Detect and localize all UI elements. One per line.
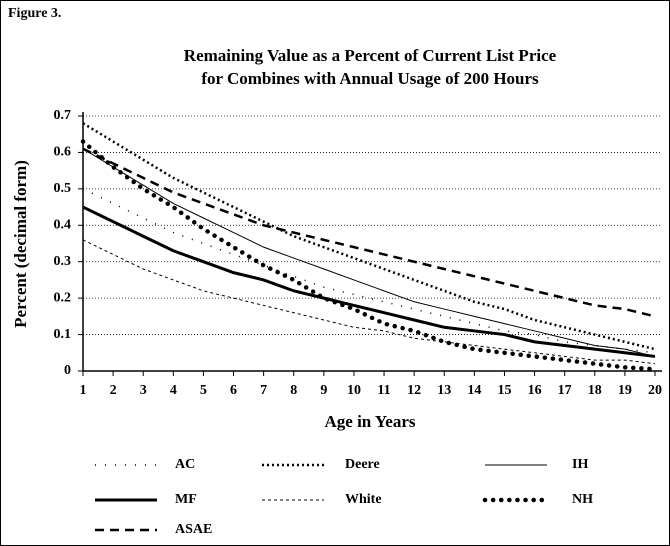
x-tick-label: 17 (558, 383, 572, 398)
series-line (82, 122, 656, 351)
legend-label: NH (572, 492, 593, 507)
series-line (82, 239, 656, 365)
y-tick-label: 0.5 (54, 181, 72, 196)
series-line (82, 147, 656, 318)
x-tick-label: 9 (320, 383, 327, 398)
y-tick-label: 0.4 (54, 218, 72, 233)
legend-label: White (345, 492, 382, 507)
chart-title: for Combines with Annual Usage of 200 Ho… (201, 69, 539, 88)
y-tick-label: 0.2 (54, 290, 72, 305)
series-line (80, 139, 658, 372)
x-tick-label: 11 (377, 383, 390, 398)
x-tick-label: 15 (497, 383, 511, 398)
x-tick-label: 2 (110, 383, 117, 398)
legend-label: AC (175, 457, 195, 472)
x-tick-label: 13 (437, 383, 451, 398)
y-tick-label: 0.3 (54, 254, 72, 269)
x-tick-label: 20 (648, 383, 662, 398)
x-tick-label: 7 (260, 383, 267, 398)
x-tick-label: 18 (588, 383, 602, 398)
x-tick-label: 5 (200, 383, 207, 398)
x-tick-label: 8 (290, 383, 297, 398)
y-tick-label: 0.6 (54, 145, 72, 160)
y-tick-label: 0.7 (54, 108, 72, 123)
x-tick-label: 12 (407, 383, 421, 398)
x-tick-label: 3 (140, 383, 147, 398)
x-tick-label: 10 (347, 383, 361, 398)
y-axis-label: Percent (decimal form) (11, 160, 30, 328)
x-tick-label: 4 (170, 383, 177, 398)
x-tick-label: 14 (467, 383, 481, 398)
x-axis-label: Age in Years (325, 412, 416, 431)
x-tick-label: 19 (618, 383, 632, 398)
y-tick-label: 0 (64, 363, 71, 378)
figure-label: Figure 3. (8, 6, 61, 21)
legend-label: ASAE (175, 522, 212, 537)
x-tick-label: 16 (528, 383, 542, 398)
y-tick-label: 0.1 (54, 327, 72, 342)
legend-label: MF (175, 492, 197, 507)
series-line (82, 205, 656, 358)
chart-title: Remaining Value as a Percent of Current … (184, 46, 557, 65)
x-tick-label: 1 (80, 383, 87, 398)
x-tick-label: 6 (230, 383, 237, 398)
legend-label: Deere (345, 457, 380, 472)
legend-label: IH (572, 457, 588, 472)
series-line (82, 148, 656, 357)
